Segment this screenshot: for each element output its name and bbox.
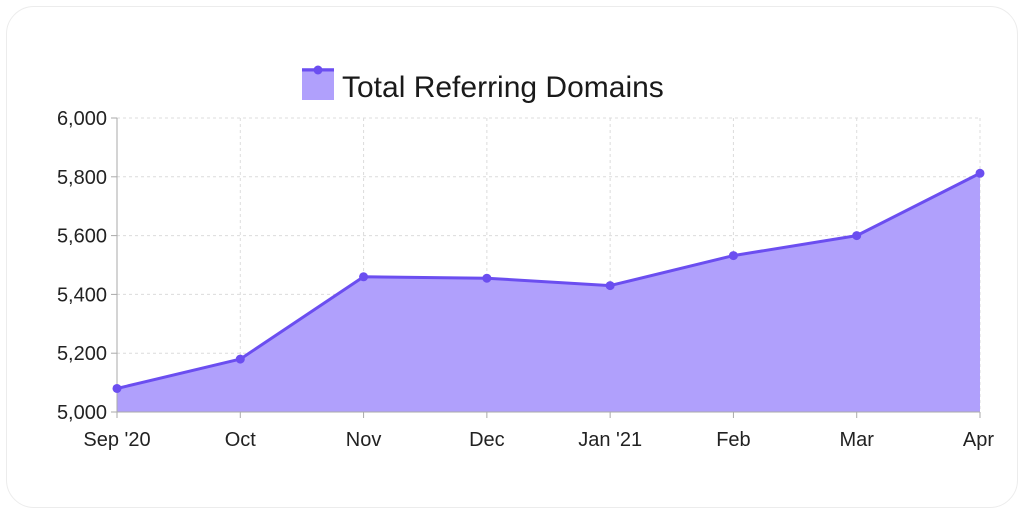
x-tick-label: Feb [716, 429, 750, 451]
y-tick-label: 5,000 [57, 402, 107, 424]
data-point[interactable] [235, 354, 245, 364]
data-point[interactable] [482, 273, 492, 283]
y-tick-label: 5,600 [57, 226, 107, 248]
series-area [117, 173, 980, 412]
y-tick-label: 5,400 [57, 284, 107, 306]
x-tick-label: Nov [346, 429, 382, 451]
x-tick-label: Jan '21 [578, 429, 642, 451]
legend: Total Referring Domains [302, 65, 664, 104]
data-point[interactable] [975, 168, 985, 178]
x-tick-label: Sep '20 [83, 429, 150, 451]
x-tick-label: Apr [963, 429, 994, 451]
area-layer [116, 171, 981, 412]
tick-labels: 5,000 5,200 5,400 5,600 5,800 6,000 Sep '20 Oct… [57, 108, 994, 451]
series-line [116, 171, 981, 390]
y-tick-label: 5,800 [57, 167, 107, 189]
data-point[interactable] [359, 272, 369, 282]
data-points [112, 168, 985, 393]
data-point[interactable] [852, 231, 862, 241]
x-tick-label: Mar [839, 429, 874, 451]
y-tick-label: 6,000 [57, 108, 107, 130]
axes [111, 117, 981, 418]
x-tick-label: Oct [225, 429, 257, 451]
legend-label: Total Referring Domains [342, 71, 664, 104]
data-point[interactable] [605, 281, 615, 291]
y-tick-label: 5,200 [57, 343, 107, 365]
data-point[interactable] [112, 383, 122, 393]
data-point[interactable] [728, 251, 738, 261]
legend-swatch-marker [313, 65, 323, 75]
x-tick-label: Dec [469, 429, 505, 451]
